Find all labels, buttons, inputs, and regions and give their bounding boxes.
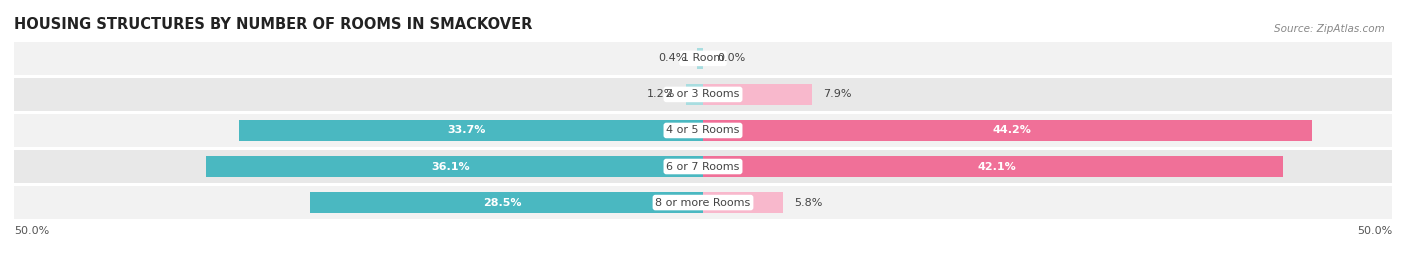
Text: 44.2%: 44.2% [993,125,1031,136]
Text: 33.7%: 33.7% [447,125,486,136]
Text: 28.5%: 28.5% [484,197,522,208]
Bar [14,42,1392,75]
Bar [205,156,703,177]
Text: 5.8%: 5.8% [794,197,823,208]
Bar [703,84,811,105]
Bar [703,120,1312,141]
Text: 8 or more Rooms: 8 or more Rooms [655,197,751,208]
Bar [239,120,703,141]
Bar [703,156,1284,177]
Bar [686,84,703,105]
Text: HOUSING STRUCTURES BY NUMBER OF ROOMS IN SMACKOVER: HOUSING STRUCTURES BY NUMBER OF ROOMS IN… [14,17,533,32]
Bar [311,192,703,213]
Text: 50.0%: 50.0% [1357,226,1392,236]
Text: 6 or 7 Rooms: 6 or 7 Rooms [666,161,740,172]
Text: 36.1%: 36.1% [430,161,470,172]
Bar [14,114,1392,147]
Text: 0.4%: 0.4% [658,53,686,63]
Text: Source: ZipAtlas.com: Source: ZipAtlas.com [1274,24,1385,34]
Bar [703,192,783,213]
Text: 7.9%: 7.9% [823,89,852,100]
Bar [14,150,1392,183]
Text: 50.0%: 50.0% [14,226,49,236]
Text: 1.2%: 1.2% [647,89,675,100]
Bar [14,78,1392,111]
Bar [697,48,703,69]
Bar [14,186,1392,219]
Text: 4 or 5 Rooms: 4 or 5 Rooms [666,125,740,136]
Text: 42.1%: 42.1% [977,161,1017,172]
Text: 2 or 3 Rooms: 2 or 3 Rooms [666,89,740,100]
Text: 0.0%: 0.0% [717,53,745,63]
Text: 1 Room: 1 Room [682,53,724,63]
